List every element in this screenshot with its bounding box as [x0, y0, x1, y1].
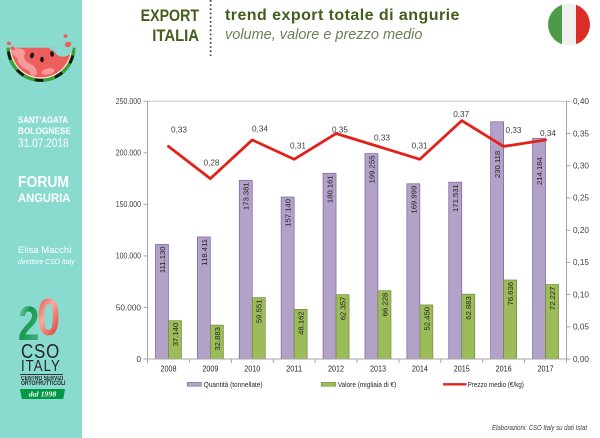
svg-text:48.162: 48.162	[297, 311, 306, 335]
svg-text:169.999: 169.999	[409, 186, 418, 214]
svg-text:157.140: 157.140	[284, 199, 293, 227]
svg-text:0,20: 0,20	[573, 226, 589, 235]
svg-text:0,25: 0,25	[573, 194, 589, 203]
svg-text:0,33: 0,33	[506, 126, 522, 135]
svg-text:118.411: 118.411	[200, 239, 209, 266]
svg-text:2013: 2013	[370, 365, 386, 374]
svg-text:0,31: 0,31	[290, 142, 306, 151]
svg-text:150.000: 150.000	[116, 200, 142, 209]
svg-text:0,40: 0,40	[573, 97, 589, 106]
svg-text:0,05: 0,05	[573, 323, 589, 332]
svg-text:0,15: 0,15	[573, 258, 589, 267]
svg-text:59.551: 59.551	[255, 300, 264, 324]
svg-text:214.184: 214.184	[535, 157, 544, 186]
svg-text:0,30: 0,30	[573, 162, 589, 171]
svg-text:2009: 2009	[202, 365, 218, 374]
svg-text:dal 1998: dal 1998	[28, 389, 56, 398]
svg-text:2: 2	[18, 298, 39, 344]
svg-text:0,00: 0,00	[573, 355, 589, 364]
svg-text:0,31: 0,31	[412, 142, 428, 151]
svg-text:0,33: 0,33	[374, 134, 390, 143]
svg-text:0,28: 0,28	[204, 159, 220, 168]
svg-text:199.255: 199.255	[367, 156, 376, 184]
svg-text:66.228: 66.228	[380, 293, 389, 317]
svg-text:111.130: 111.130	[158, 246, 167, 273]
svg-text:2008: 2008	[160, 365, 176, 374]
svg-text:0,34: 0,34	[252, 124, 268, 133]
svg-text:62.883: 62.883	[464, 296, 473, 320]
svg-text:200.000: 200.000	[116, 149, 142, 158]
svg-text:37.140: 37.140	[171, 323, 180, 347]
svg-text:171.531: 171.531	[451, 184, 460, 212]
svg-text:72.227: 72.227	[548, 287, 557, 311]
svg-text:100.000: 100.000	[116, 252, 142, 261]
svg-text:250.000: 250.000	[116, 97, 142, 106]
svg-text:0,34: 0,34	[540, 129, 556, 138]
svg-text:2017: 2017	[538, 365, 554, 374]
svg-text:0,35: 0,35	[573, 129, 589, 138]
svg-text:2012: 2012	[328, 365, 344, 374]
svg-text:0,37: 0,37	[453, 110, 469, 119]
svg-text:0: 0	[136, 355, 141, 364]
svg-text:76.636: 76.636	[506, 282, 515, 306]
svg-text:52.450: 52.450	[422, 307, 431, 331]
svg-text:Prezzo medio (€/kg): Prezzo medio (€/kg)	[468, 380, 524, 389]
svg-text:32.883: 32.883	[213, 327, 222, 351]
svg-text:2016: 2016	[496, 365, 512, 374]
svg-text:2010: 2010	[244, 365, 260, 374]
svg-text:2015: 2015	[454, 365, 470, 374]
svg-text:0,33: 0,33	[171, 125, 187, 134]
svg-text:Quantità (tonnellate): Quantità (tonnellate)	[204, 380, 263, 389]
svg-text:180.161: 180.161	[325, 175, 334, 203]
svg-text:0,10: 0,10	[573, 290, 589, 299]
svg-text:Elaborazioni: CSO Italy su dat: Elaborazioni: CSO Italy su dati Istat	[492, 425, 588, 432]
svg-text:50.000: 50.000	[116, 303, 142, 312]
svg-text:2014: 2014	[412, 365, 428, 374]
svg-text:173.381: 173.381	[242, 182, 251, 210]
svg-text:230.118: 230.118	[493, 151, 502, 178]
svg-text:0,35: 0,35	[332, 126, 348, 135]
svg-text:Valore (migliaia di €): Valore (migliaia di €)	[338, 380, 397, 389]
svg-text:2011: 2011	[286, 365, 303, 374]
svg-text:0: 0	[37, 294, 60, 344]
svg-text:62.357: 62.357	[338, 297, 347, 321]
